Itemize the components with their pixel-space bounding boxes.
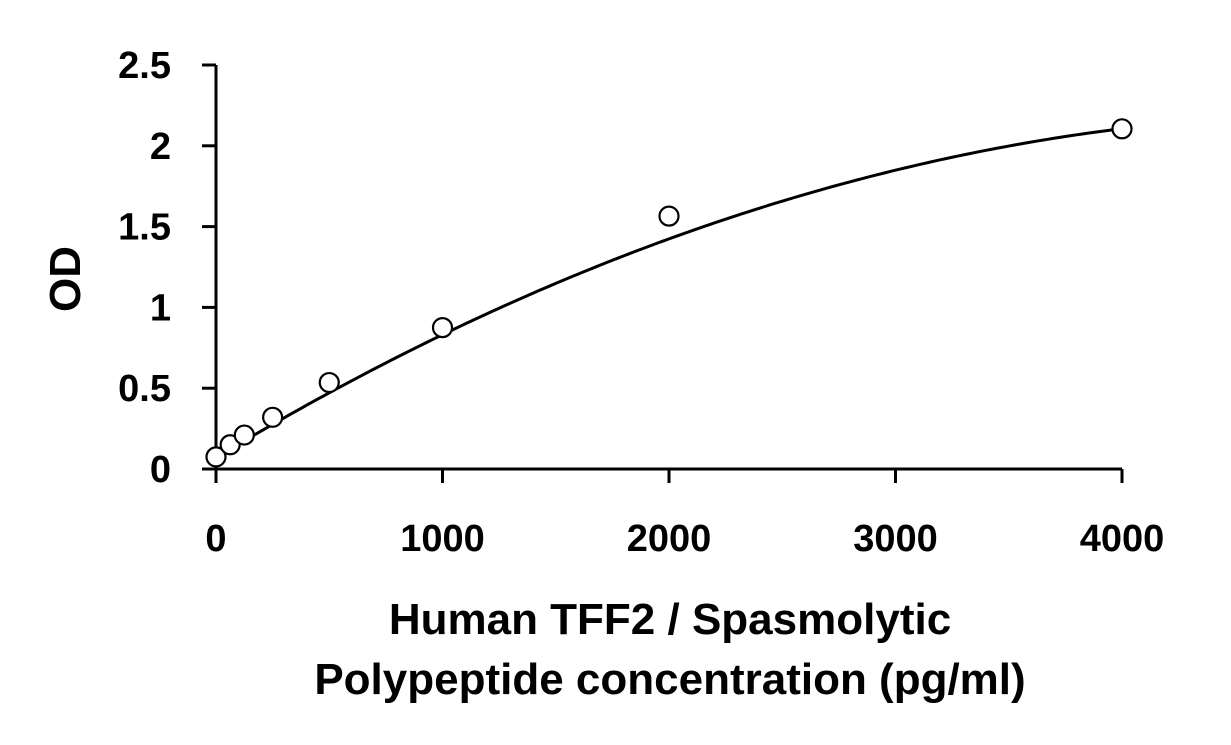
data-point xyxy=(318,371,340,394)
data-points xyxy=(205,118,1133,468)
data-point xyxy=(262,406,284,428)
x-tick-label: 2000 xyxy=(627,518,712,560)
data-point xyxy=(205,446,227,468)
data-point xyxy=(658,205,680,227)
y-tick-label: 1 xyxy=(150,287,171,329)
y-tick-label: 0 xyxy=(150,449,171,491)
data-point xyxy=(219,434,241,456)
y-axis-ticks: 0 0.5 1 1.5 2 2.5 xyxy=(118,45,216,491)
x-tick-label: 0 xyxy=(205,518,226,560)
x-axis-ticks: 0 1000 2000 3000 4000 xyxy=(205,469,1164,560)
axes xyxy=(214,65,1122,471)
x-axis-title-line-1: Human TFF2 / Spasmolytic xyxy=(389,595,951,644)
x-tick-label: 3000 xyxy=(853,518,938,560)
y-tick-label: 2 xyxy=(150,126,171,168)
x-axis-title-line-2: Polypeptide concentration (pg/ml) xyxy=(314,655,1025,704)
x-tick-label: 4000 xyxy=(1080,518,1165,560)
y-axis-title: OD xyxy=(41,246,90,312)
y-tick-label: 0.5 xyxy=(118,368,171,410)
data-point xyxy=(233,424,255,446)
fit-curve xyxy=(215,127,1123,459)
x-tick-label: 1000 xyxy=(400,518,485,560)
fit-curve-layer xyxy=(215,127,1123,459)
y-tick-label: 2.5 xyxy=(118,45,171,87)
data-point xyxy=(1111,118,1133,140)
data-point xyxy=(431,317,454,339)
y-tick-label: 1.5 xyxy=(118,207,171,249)
